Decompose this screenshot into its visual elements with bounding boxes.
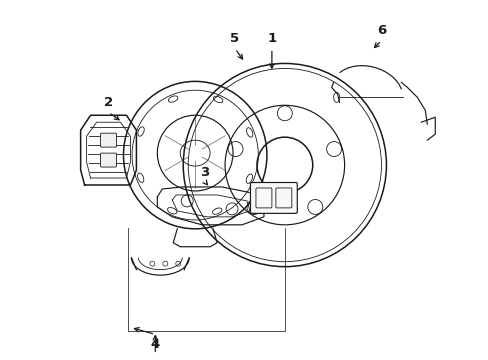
Text: 6: 6 xyxy=(376,24,386,37)
Text: 2: 2 xyxy=(104,96,113,109)
Text: 5: 5 xyxy=(230,32,239,45)
Text: 1: 1 xyxy=(267,32,276,45)
Text: 4: 4 xyxy=(150,338,160,351)
FancyBboxPatch shape xyxy=(101,153,116,167)
FancyBboxPatch shape xyxy=(101,133,116,147)
FancyBboxPatch shape xyxy=(250,183,297,213)
Text: 3: 3 xyxy=(200,166,209,179)
